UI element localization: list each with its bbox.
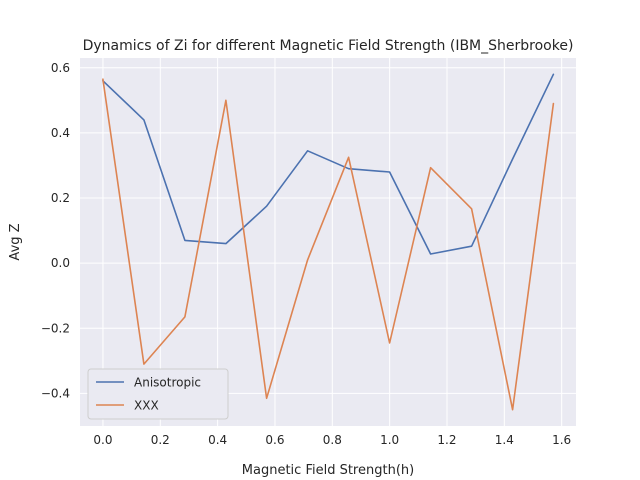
x-axis-label: Magnetic Field Strength(h) — [242, 463, 414, 478]
x-tick-label: 1.6 — [552, 433, 571, 447]
legend: Anisotropic XXX — [87, 368, 229, 420]
x-tick-label: 0.6 — [265, 433, 284, 447]
y-tick-label: 0.6 — [51, 61, 70, 75]
grid-layer — [80, 58, 576, 426]
x-tick-label: 0.8 — [323, 433, 342, 447]
x-tick-label: 0.4 — [208, 433, 227, 447]
legend-label-xxx: XXX — [134, 399, 159, 413]
x-tick-label: 1.2 — [437, 433, 456, 447]
x-tick-label: 1.0 — [380, 433, 399, 447]
y-tick-label: −0.2 — [41, 321, 70, 335]
y-tick-label: 0.0 — [51, 256, 70, 270]
y-tick-label: −0.4 — [41, 386, 70, 400]
legend-label-anisotropic: Anisotropic — [134, 376, 201, 390]
y-tick-label: 0.4 — [51, 126, 70, 140]
x-tick-label: 0.0 — [93, 433, 112, 447]
chart-title: Dynamics of Zi for different Magnetic Fi… — [83, 38, 574, 54]
series-layer — [102, 73, 555, 411]
series-line-anisotropic — [102, 73, 555, 255]
y-tick-labels: −0.4 −0.2 0.0 0.2 0.4 0.6 — [41, 61, 70, 401]
x-tick-labels: 0.0 0.2 0.4 0.6 0.8 1.0 1.2 1.4 1.6 — [93, 433, 571, 447]
y-tick-label: 0.2 — [51, 191, 70, 205]
series-line-xxx — [102, 78, 555, 411]
plot-area-background — [80, 58, 576, 426]
x-tick-label: 1.4 — [495, 433, 514, 447]
x-tick-label: 0.2 — [151, 433, 170, 447]
y-axis-label: Avg Z — [8, 223, 23, 260]
